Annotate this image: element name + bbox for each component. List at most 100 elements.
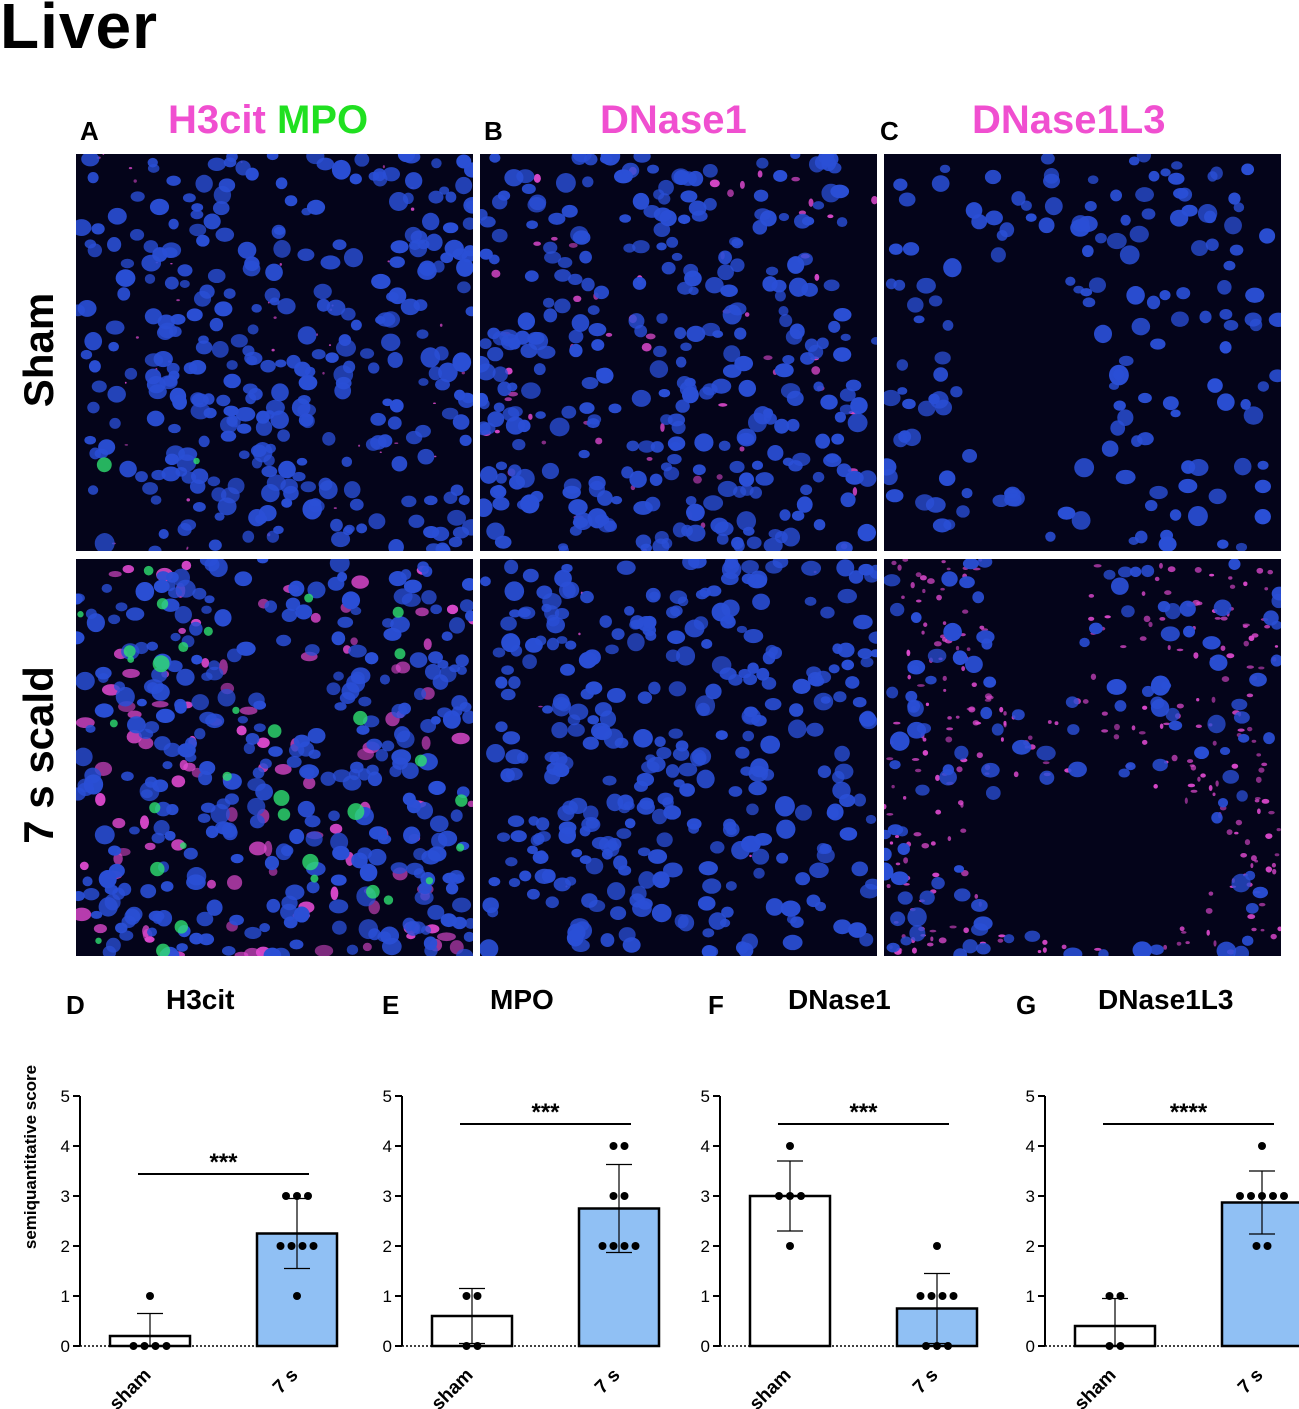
- data-point: [786, 1242, 794, 1250]
- column-title-a-part-1: H3cit: [168, 98, 266, 142]
- data-point: [1116, 1342, 1125, 1350]
- data-point: [933, 1342, 941, 1350]
- y-tick-label: 1: [383, 1287, 392, 1306]
- data-point: [1258, 1192, 1266, 1200]
- x-tick-label: 7 s: [909, 1365, 943, 1399]
- data-point: [151, 1342, 160, 1350]
- data-point: [1258, 1142, 1266, 1150]
- data-point: [1236, 1192, 1244, 1200]
- data-point: [775, 1192, 783, 1200]
- chart-title-g: DNase1L3: [1098, 984, 1234, 1015]
- significance-stars: ****: [1170, 1099, 1208, 1126]
- data-point: [282, 1192, 290, 1200]
- data-point: [620, 1142, 629, 1150]
- data-point: [304, 1192, 312, 1200]
- data-point: [473, 1342, 482, 1350]
- x-tick-label: sham: [428, 1365, 478, 1409]
- data-point: [1116, 1292, 1125, 1300]
- data-point: [1263, 1242, 1272, 1250]
- data-point: [631, 1242, 640, 1250]
- bar-chart-g: 0 1 2 3 4 5 sham 7 s ****: [1026, 1087, 1299, 1409]
- micrograph-a-sham: [76, 154, 473, 551]
- micrograph-a-scald: [76, 559, 473, 956]
- data-point: [938, 1292, 947, 1300]
- panel-letter-c: C: [880, 116, 899, 146]
- micrograph-b-sham: [480, 154, 877, 551]
- data-point: [620, 1192, 629, 1200]
- chart-letter-g: G: [1016, 990, 1037, 1020]
- chart-title-e: MPO: [490, 984, 554, 1015]
- x-tick-label: sham: [746, 1365, 796, 1409]
- data-point: [129, 1342, 138, 1350]
- bar-chart-f: 0 1 2 3 4 5 sham 7 s ***: [701, 1087, 980, 1409]
- y-tick-label: 5: [383, 1087, 392, 1106]
- data-point: [462, 1342, 471, 1350]
- y-tick-label: 1: [61, 1287, 70, 1306]
- panel-letter-a: A: [80, 116, 99, 146]
- data-point: [1269, 1192, 1277, 1200]
- significance-stars: ***: [531, 1099, 560, 1126]
- column-title-c: DNase1L3: [972, 98, 1166, 142]
- data-point: [1247, 1192, 1255, 1200]
- data-point: [609, 1142, 618, 1150]
- y-tick-label: 5: [701, 1087, 710, 1106]
- x-tick-label: 7 s: [591, 1365, 625, 1399]
- y-tick-label: 2: [383, 1237, 392, 1256]
- bar-chart-e: 0 1 2 3 4 5 sham 7 s ***: [383, 1087, 662, 1409]
- data-point: [609, 1192, 618, 1200]
- x-tick-label: sham: [106, 1365, 156, 1409]
- panel-letter-b: B: [484, 116, 503, 146]
- y-tick-label: 2: [701, 1237, 710, 1256]
- chart-letter-e: E: [382, 990, 400, 1020]
- column-title-b: DNase1: [600, 98, 747, 142]
- y-tick-label: 1: [701, 1287, 710, 1306]
- y-tick-label: 0: [383, 1337, 392, 1356]
- data-point: [916, 1292, 925, 1300]
- chart-letter-f: F: [708, 990, 724, 1020]
- data-point: [1105, 1342, 1114, 1350]
- y-tick-label: 3: [701, 1187, 710, 1206]
- y-tick-label: 4: [701, 1137, 710, 1156]
- x-tick-label: 7 s: [1234, 1365, 1268, 1399]
- y-tick-label: 0: [1026, 1337, 1035, 1356]
- y-tick-label: 3: [383, 1187, 392, 1206]
- data-point: [922, 1342, 930, 1350]
- data-point: [927, 1292, 936, 1300]
- data-point: [1252, 1242, 1261, 1250]
- y-tick-label: 2: [61, 1237, 70, 1256]
- data-point: [786, 1142, 794, 1150]
- y-tick-label: 4: [1026, 1137, 1035, 1156]
- y-tick-label: 1: [1026, 1287, 1035, 1306]
- data-point: [620, 1242, 629, 1250]
- y-tick-label: 4: [383, 1137, 392, 1156]
- chart-title-d: H3cit: [166, 984, 235, 1015]
- significance-stars: ***: [209, 1149, 238, 1176]
- bar-7-s: [255, 1232, 339, 1348]
- y-tick-label: 3: [1026, 1187, 1035, 1206]
- data-point: [462, 1292, 471, 1300]
- bar-7-s: [1220, 1201, 1299, 1348]
- data-point: [933, 1242, 941, 1250]
- column-title-a: H3cit MPO: [168, 100, 368, 140]
- micrograph-c-scald: [884, 559, 1281, 956]
- data-point: [287, 1242, 296, 1250]
- data-point: [162, 1342, 171, 1350]
- data-point: [944, 1342, 952, 1350]
- data-point: [786, 1192, 794, 1200]
- row-label-sham: Sham: [15, 292, 62, 408]
- x-tick-label: 7 s: [269, 1365, 303, 1399]
- data-point: [949, 1292, 958, 1300]
- row-label-scald: 7 s scald: [15, 666, 62, 844]
- micrograph-b-scald: [480, 559, 877, 956]
- y-tick-label: 3: [61, 1187, 70, 1206]
- data-point: [1280, 1192, 1288, 1200]
- significance-stars: ***: [849, 1099, 878, 1126]
- data-point: [293, 1292, 301, 1300]
- y-tick-label: 0: [701, 1337, 710, 1356]
- data-point: [797, 1192, 805, 1200]
- data-point: [140, 1342, 149, 1350]
- data-point: [276, 1242, 285, 1250]
- y-tick-label: 2: [1026, 1237, 1035, 1256]
- y-tick-label: 4: [61, 1137, 70, 1156]
- bar-chart-d: 0 1 2 3 4 5 sham 7 s ***: [61, 1087, 340, 1409]
